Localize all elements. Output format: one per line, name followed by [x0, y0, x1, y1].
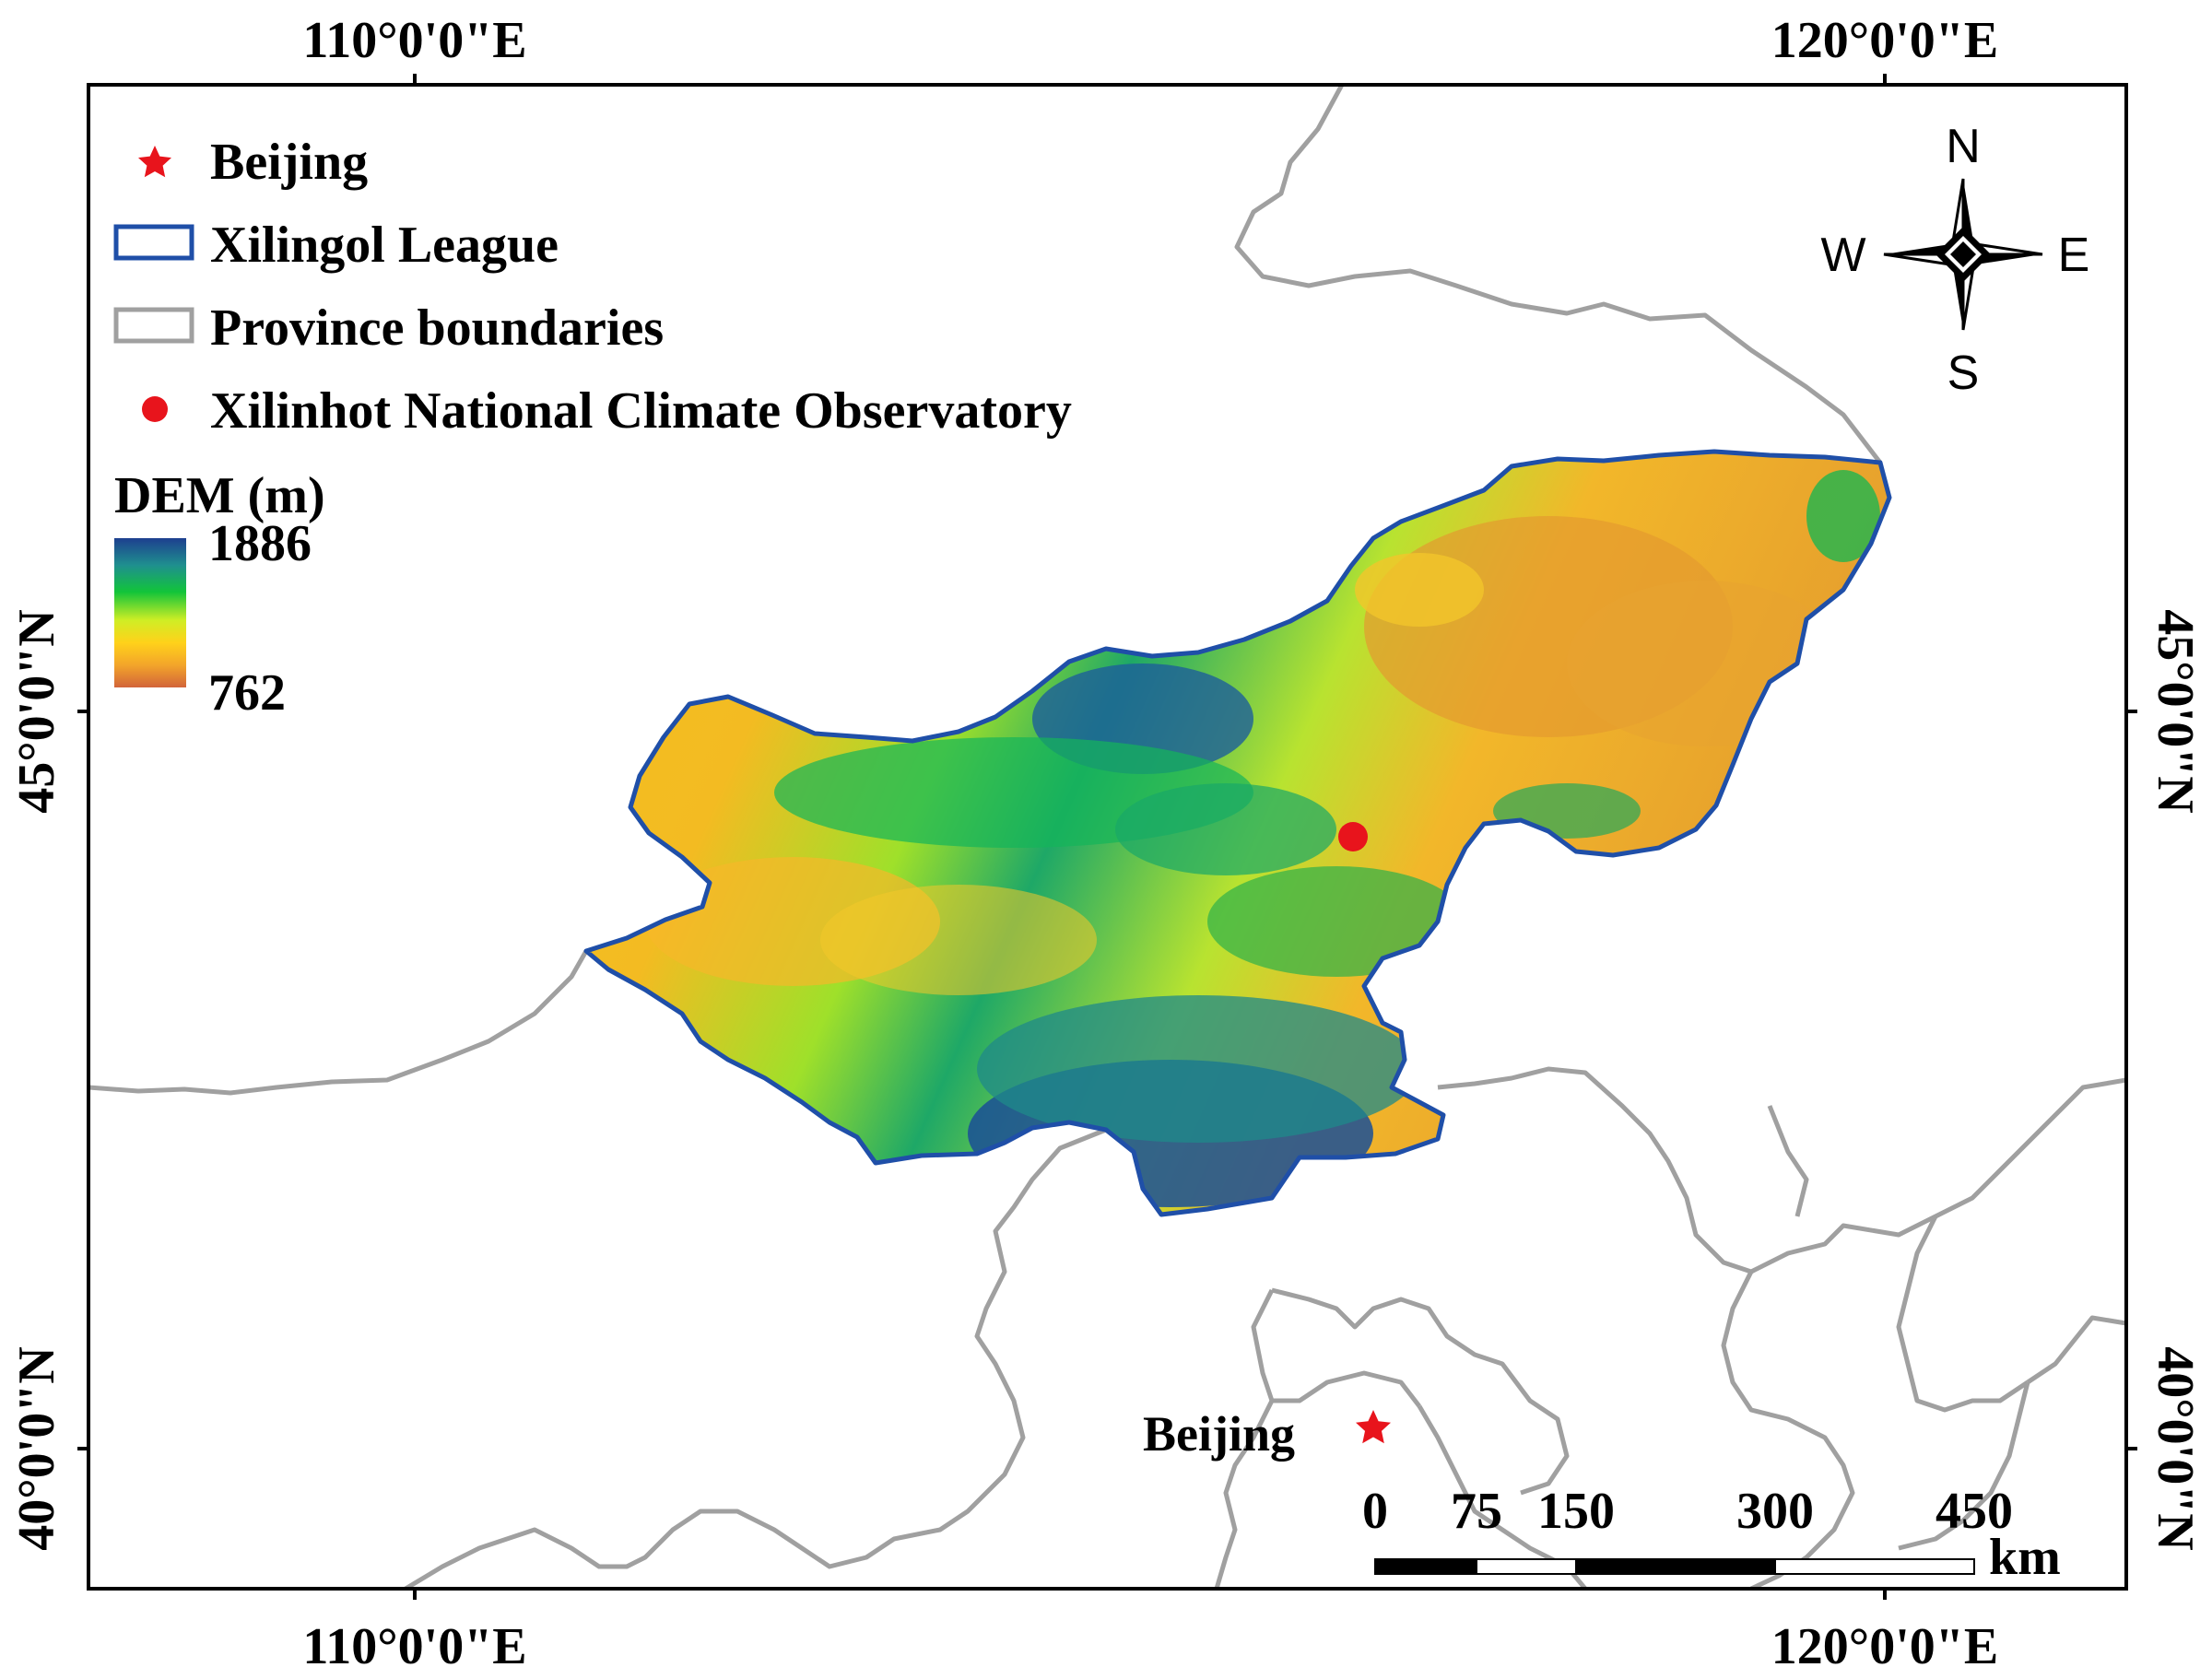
dem-max-label: 1886 — [208, 515, 312, 572]
legend: Beijing Xilingol League Province boundar… — [113, 134, 1072, 722]
scale-tick-75: 75 — [1451, 1483, 1502, 1540]
scale-tick-150: 150 — [1537, 1483, 1615, 1540]
map-frame — [87, 83, 2128, 1591]
graticule-ticks — [77, 74, 2137, 1600]
dem-legend-title: DEM (m) — [114, 467, 325, 524]
legend-province-icon — [113, 307, 194, 344]
province-boundaries — [88, 85, 2126, 1589]
xilingol-league-boundary — [583, 449, 1892, 1217]
beijing-map-label: Beijing — [1143, 1406, 1295, 1462]
left-lat-label-45: 45°0'0"N — [8, 609, 65, 813]
observatory-marker — [1338, 822, 1368, 851]
compass-n-label: N — [1946, 120, 1981, 173]
legend-observatory-icon — [142, 396, 168, 422]
dem-min-label: 762 — [208, 664, 286, 722]
bottom-lon-label-120: 120°0'0"E — [1771, 1618, 1998, 1675]
scale-tick-450: 450 — [1936, 1483, 2013, 1540]
north-arrow-icon: N S W E — [1820, 120, 2089, 400]
left-lat-label-40: 40°0'0"N — [8, 1346, 65, 1550]
scale-tick-300: 300 — [1736, 1483, 1814, 1540]
right-lat-label-45: 45°0'0"N — [2147, 609, 2204, 813]
legend-observatory-label: Xilinhot National Climate Observatory — [210, 382, 1072, 440]
legend-star-icon — [138, 146, 171, 178]
compass-e-label: E — [2058, 229, 2090, 282]
dem-color-ramp — [114, 538, 186, 687]
scale-bar: 0 75 150 300 450 km — [1362, 1483, 2061, 1586]
compass-w-label: W — [1820, 229, 1865, 282]
top-lon-label-120: 120°0'0"E — [1771, 12, 1998, 69]
right-lat-label-40: 40°0'0"N — [2147, 1346, 2204, 1550]
beijing-star-icon — [1356, 1410, 1391, 1444]
scale-unit-label: km — [1989, 1529, 2061, 1586]
legend-province-label: Province boundaries — [210, 299, 664, 357]
top-lon-label-110: 110°0'0"E — [302, 12, 526, 69]
compass-s-label: S — [1947, 346, 1980, 400]
legend-beijing-label: Beijing — [210, 134, 368, 191]
scale-tick-0: 0 — [1362, 1483, 1388, 1540]
legend-xilingol-icon — [113, 224, 194, 261]
bottom-lon-label-110: 110°0'0"E — [302, 1618, 526, 1675]
legend-xilingol-label: Xilingol League — [210, 217, 559, 274]
